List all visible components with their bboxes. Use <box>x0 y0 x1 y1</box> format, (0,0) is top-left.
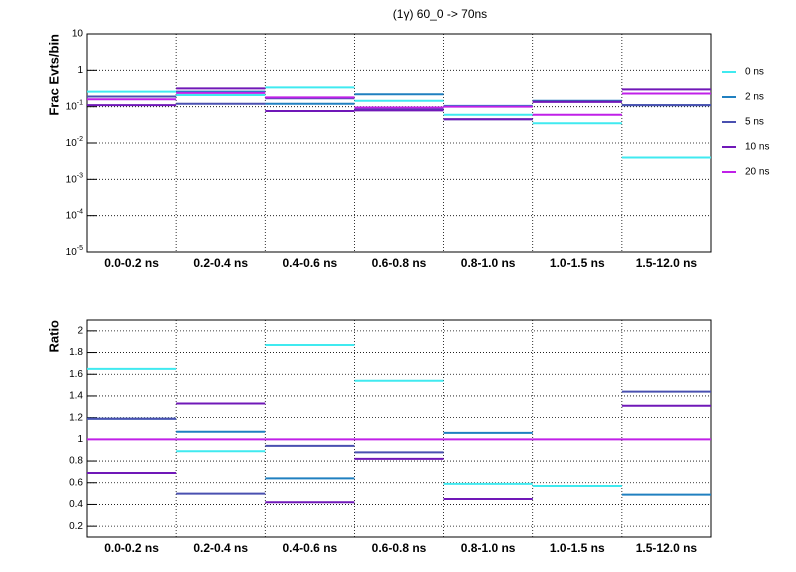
y-tick-exponent: -5 <box>77 245 83 252</box>
y-tick-label: 0.2 <box>69 521 83 532</box>
y-tick-exponent: -2 <box>77 136 83 143</box>
y-tick-base: 10 <box>66 210 78 221</box>
y-tick-label: 2 <box>77 325 83 336</box>
y-tick-label: 1 <box>77 434 83 445</box>
legend-label: 2 ns <box>745 92 764 103</box>
y-tick-label: 10-1 <box>66 100 83 113</box>
y-tick-label: 0.6 <box>69 477 83 488</box>
x-tick-label: 0.4-0.6 ns <box>283 541 338 555</box>
x-tick-label: 0.0-0.2 ns <box>104 256 159 270</box>
y-tick-base: 10 <box>66 101 78 112</box>
x-tick-label: 0.8-1.0 ns <box>461 541 516 555</box>
x-tick-label: 1.5-12.0 ns <box>636 256 698 270</box>
chart-title: (1γ) 60_0 -> 70ns <box>393 7 487 21</box>
legend-label: 10 ns <box>745 142 769 153</box>
series-group <box>87 343 711 504</box>
y-tick-label: 1.4 <box>69 391 83 402</box>
y-tick-label: 1.8 <box>69 347 83 358</box>
y-tick-exponent: -1 <box>77 100 83 107</box>
y-tick-exponent: -4 <box>77 209 83 216</box>
legend-label: 20 ns <box>745 167 769 178</box>
x-tick-label: 0.6-0.8 ns <box>372 256 427 270</box>
plot-frame <box>86 319 712 538</box>
y-tick-label: 10-4 <box>66 209 83 222</box>
y-tick-label: 0.4 <box>69 499 83 510</box>
y-tick-exponent: -3 <box>77 172 83 179</box>
x-tick-label: 1.0-1.5 ns <box>550 256 605 270</box>
x-tick-label: 1.0-1.5 ns <box>550 541 605 555</box>
y-tick-base: 10 <box>66 138 78 149</box>
legend-label: 0 ns <box>745 67 764 78</box>
y-tick-label: 1.6 <box>69 369 83 380</box>
x-tick-label: 0.0-0.2 ns <box>104 541 159 555</box>
x-tick-label: 0.6-0.8 ns <box>372 541 427 555</box>
y-tick-base: 10 <box>66 174 78 185</box>
x-tick-label: 1.5-12.0 ns <box>636 541 698 555</box>
y-tick-label: 10-2 <box>66 136 83 149</box>
x-tick-label: 0.4-0.6 ns <box>283 256 338 270</box>
y-tick-label: 0.8 <box>69 456 83 467</box>
series-group <box>87 86 711 159</box>
y-tick-label: 10-3 <box>66 172 83 185</box>
y-axis-label: Ratio <box>46 320 61 353</box>
x-tick-label: 0.2-0.4 ns <box>193 256 248 270</box>
x-tick-label: 0.2-0.4 ns <box>193 541 248 555</box>
y-tick-label: 10-5 <box>66 245 83 258</box>
legend-label: 5 ns <box>745 117 764 128</box>
y-tick-base: 10 <box>66 247 78 258</box>
y-tick-label: 10 <box>72 29 84 40</box>
y-tick-label: 1.2 <box>69 412 83 423</box>
x-tick-label: 0.8-1.0 ns <box>461 256 516 270</box>
y-axis-label: Frac Evts/bin <box>46 34 61 116</box>
y-tick-label: 1 <box>77 65 83 76</box>
